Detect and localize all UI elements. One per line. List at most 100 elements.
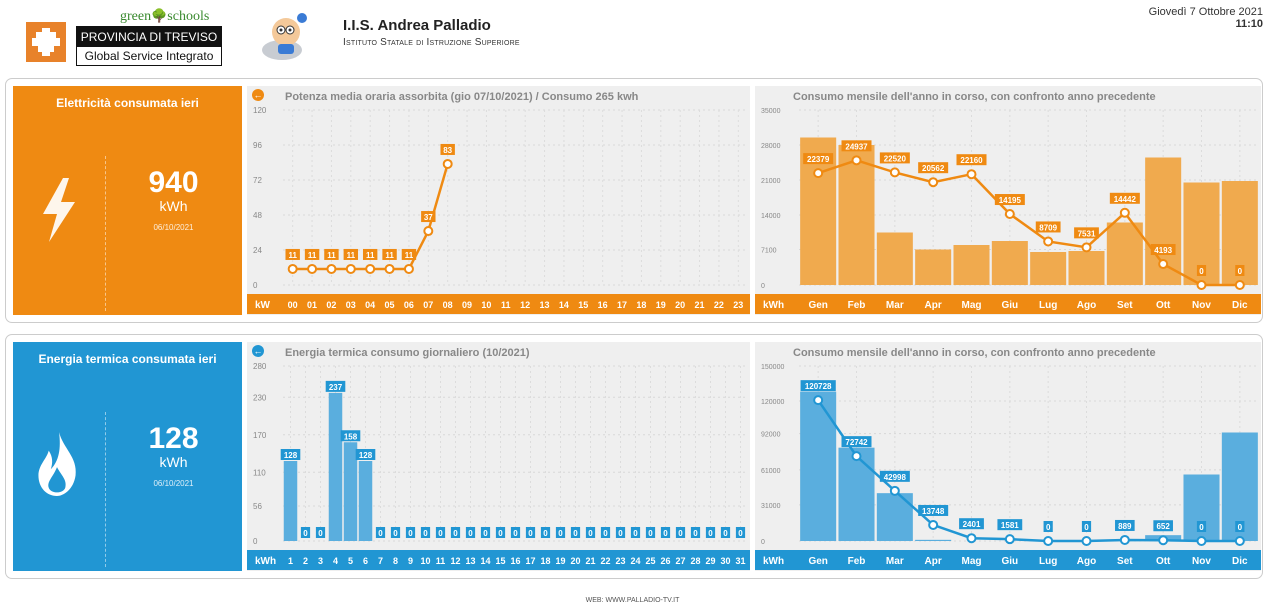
y-tick-label: 170 [253, 431, 267, 440]
x-tick-label: 13 [540, 300, 550, 310]
thermal-card: Energia termica consumata ieri 128 kWh 0… [13, 342, 242, 571]
data-label: 72742 [845, 438, 868, 447]
y-tick-label: 110 [253, 468, 266, 477]
x-tick-label: 7 [378, 556, 383, 566]
data-label-box [285, 248, 300, 260]
data-label-box [525, 527, 536, 538]
x-tick-label: 14 [559, 300, 569, 310]
data-label: 0 [1199, 267, 1204, 276]
y-tick-label: 31000 [761, 503, 781, 510]
x-tick-label: 09 [462, 300, 472, 310]
data-label: 0 [573, 529, 578, 538]
data-label-box [1115, 519, 1135, 531]
data-label-box [401, 248, 417, 260]
data-label: 0 [483, 529, 488, 538]
y-tick-label: 120 [253, 106, 267, 115]
x-tick-label: 10 [481, 300, 491, 310]
thermal-value: 128 [148, 422, 199, 455]
data-label-box [705, 527, 716, 538]
x-tick-label: Gen [808, 300, 827, 311]
data-label-box [803, 153, 834, 165]
current-date: Giovedì 7 Ottobre 2021 [1148, 6, 1263, 18]
x-tick-label: 6 [363, 556, 368, 566]
unit-label: kWh [763, 300, 784, 311]
x-tick-label: 03 [346, 300, 356, 310]
data-point [1158, 259, 1169, 270]
data-label: 8709 [1039, 223, 1057, 232]
data-point [423, 226, 434, 237]
bar [953, 245, 990, 285]
bar [328, 392, 343, 541]
back-arrow-icon[interactable]: ← [252, 345, 264, 357]
data-point [1158, 535, 1169, 546]
data-label-box [315, 527, 326, 538]
data-label-box [1109, 192, 1140, 204]
data-label: 0 [543, 529, 548, 538]
x-tick-label: Dic [1232, 300, 1248, 311]
x-tick-label: 1 [288, 556, 293, 566]
hourly-power-title: Potenza media oraria assorbita (gio 07/1… [285, 91, 639, 103]
x-tick-label: 19 [555, 556, 565, 566]
y-tick-label: 24 [253, 246, 262, 255]
x-tick-label: 11 [501, 300, 511, 310]
data-point [442, 158, 453, 169]
electricity-card: Elettricità consumata ieri 940 kWh 06/10… [13, 86, 242, 315]
data-point [1004, 534, 1015, 545]
y-tick-label: 0 [761, 539, 765, 546]
bar [1106, 222, 1143, 285]
x-tick-label: 25 [645, 556, 655, 566]
data-label-box [280, 449, 301, 460]
thermal-date: 06/10/2021 [153, 479, 194, 488]
data-label: 22379 [807, 155, 830, 164]
x-tick-label: Mag [962, 556, 982, 567]
data-label: 0 [603, 529, 608, 538]
data-point [1196, 280, 1207, 290]
x-tick-label: 22 [714, 300, 724, 310]
data-label: 4193 [1154, 246, 1172, 255]
flame-icon [38, 432, 76, 496]
data-label: 7531 [1078, 229, 1096, 238]
data-point [345, 263, 356, 274]
data-label: 0 [468, 529, 473, 538]
data-label-box [300, 527, 311, 538]
y-tick-label: 96 [253, 141, 262, 150]
current-time: 11:10 [1235, 18, 1263, 30]
monthly-thermal-svg: 0 31000 61000 92000 120000 150000 kWh Gen Feb Mar… [755, 364, 1261, 570]
lightning-icon [43, 178, 75, 242]
x-tick-label: 05 [385, 300, 395, 310]
data-label: 0 [1046, 523, 1051, 532]
data-point [889, 167, 900, 178]
data-label-box [879, 152, 910, 164]
x-tick-label: Feb [848, 300, 866, 311]
data-label: 128 [284, 451, 298, 460]
data-label-box [997, 519, 1023, 531]
data-label-box [959, 518, 984, 530]
y-tick-label: 280 [253, 362, 267, 371]
y-tick-label: 0 [761, 283, 765, 290]
x-tick-label: Ago [1077, 300, 1096, 311]
monthly-electric-chart: Consumo mensile dell'anno in corso, con … [755, 86, 1261, 315]
back-arrow-icon[interactable]: ← [252, 89, 264, 101]
y-tick-label: 56 [253, 502, 262, 511]
data-label: 120728 [805, 382, 832, 391]
x-tick-label: Feb [848, 556, 866, 567]
monthly-electric-svg: 0 7100 14000 21000 28000 35000 kWh Gen Feb Mar Apr… [755, 108, 1261, 314]
provincia-label: PROVINCIA DI TREVISO [76, 26, 222, 46]
y-tick-label: 21000 [761, 178, 781, 185]
data-label-box [841, 436, 872, 448]
electricity-value: 940 [148, 166, 199, 199]
card-divider [105, 156, 106, 311]
data-label: 0 [633, 529, 638, 538]
x-tick-label: 06 [404, 300, 414, 310]
data-label-box [630, 527, 641, 538]
data-label-box [340, 430, 361, 442]
x-tick-label: Set [1117, 556, 1133, 567]
data-point [287, 263, 298, 274]
data-label: 652 [1156, 522, 1170, 531]
data-label-box [325, 380, 346, 392]
data-label-box [690, 527, 701, 538]
x-tick-label: 4 [333, 556, 338, 566]
x-tick-label: 9 [408, 556, 413, 566]
data-label-box [510, 527, 521, 538]
x-tick-label: 21 [695, 300, 705, 310]
